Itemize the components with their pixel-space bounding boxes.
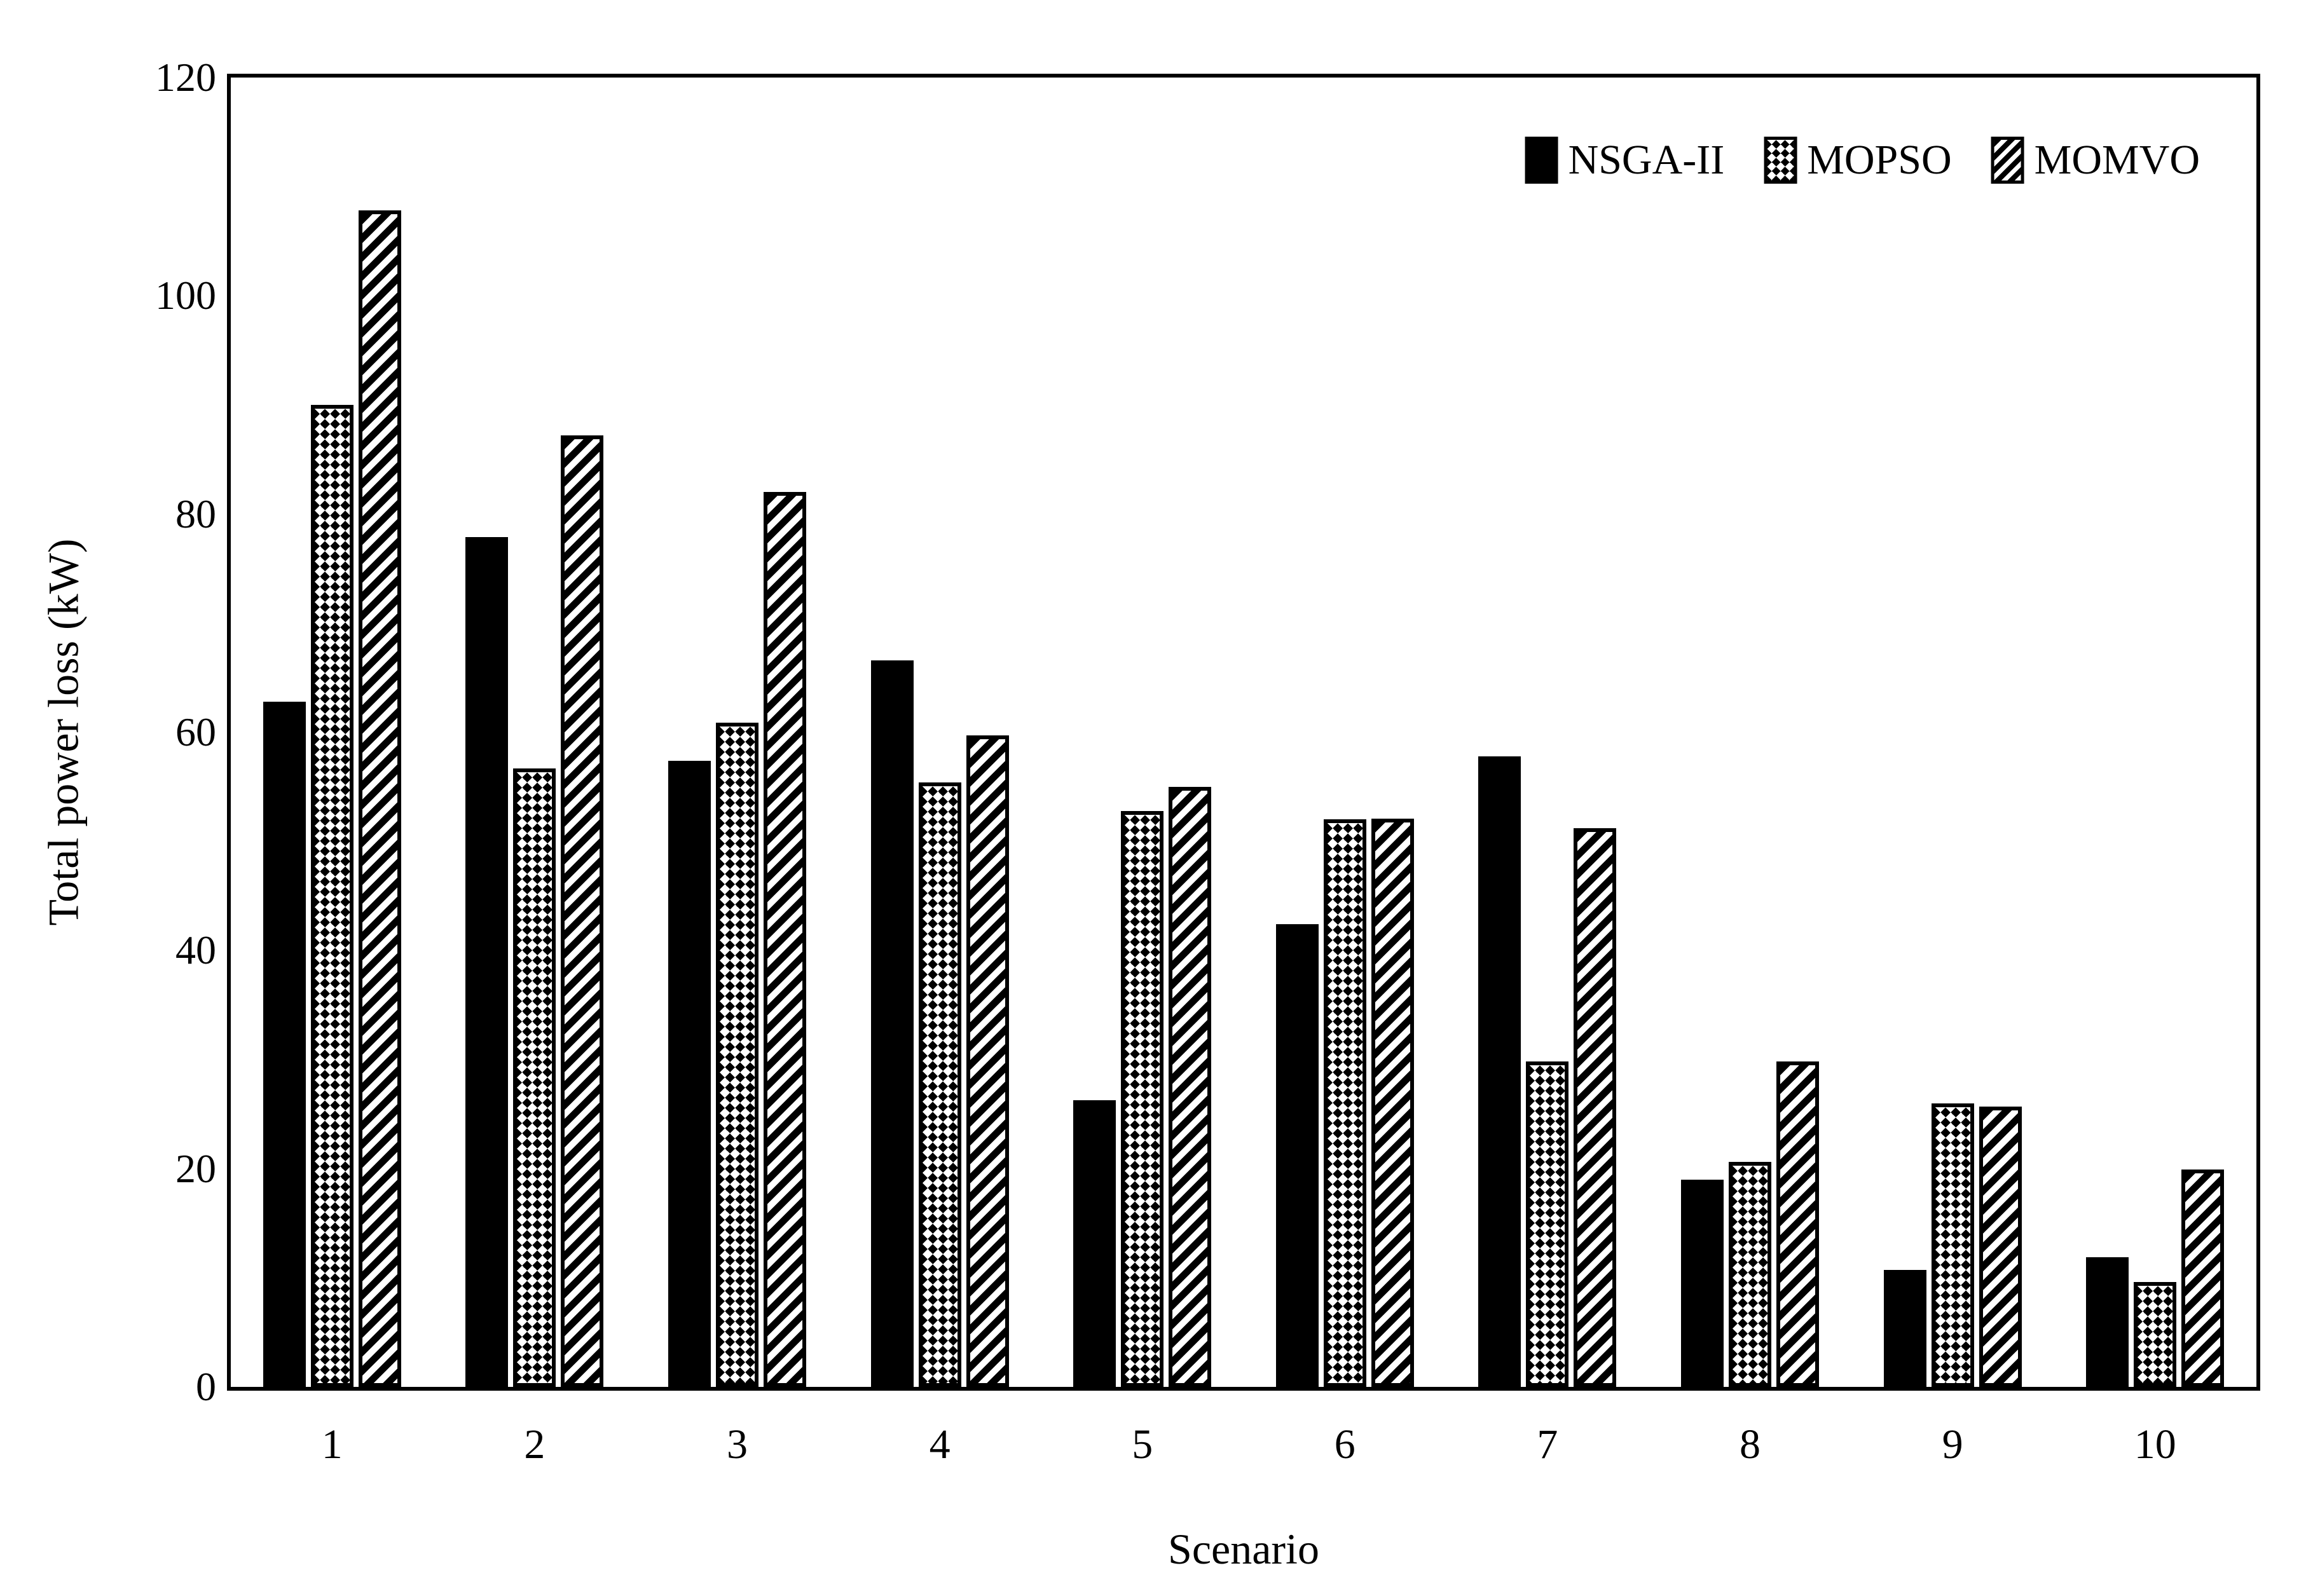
x-tick-label-10: 10	[2134, 1421, 2176, 1468]
bar-nsga-ii-scenario-3	[668, 761, 711, 1387]
bar-mopso-scenario-8	[1729, 1162, 1771, 1387]
bar-momvo-scenario-8	[1776, 1061, 1819, 1387]
bar-nsga-ii-scenario-2	[465, 537, 508, 1387]
legend-item-nsga-ii: NSGA-II	[1525, 137, 1725, 184]
legend: NSGA-II MOPSO MOMVO	[1525, 137, 2200, 184]
x-tick-label-5: 5	[1132, 1421, 1153, 1468]
bar-momvo-scenario-7	[1574, 828, 1616, 1387]
y-tick-label-0: 0	[196, 1364, 216, 1409]
bar-momvo-scenario-1	[359, 210, 401, 1387]
bar-mopso-scenario-10	[2134, 1282, 2176, 1387]
bar-momvo-scenario-2	[561, 435, 603, 1387]
bar-nsga-ii-scenario-4	[871, 660, 914, 1387]
bar-momvo-scenario-6	[1371, 819, 1414, 1387]
y-tick-label-100: 100	[155, 273, 216, 318]
x-tick-label-4: 4	[929, 1421, 951, 1468]
nsga-ii-pattern-swatch-icon	[1525, 137, 1558, 184]
legend-label-mopso: MOPSO	[1807, 137, 1952, 183]
bar-momvo-scenario-4	[966, 735, 1009, 1387]
x-tick-label-8: 8	[1740, 1421, 1760, 1468]
bar-nsga-ii-scenario-1	[263, 702, 306, 1387]
bar-nsga-ii-scenario-8	[1681, 1180, 1724, 1387]
bar-momvo-scenario-10	[2181, 1170, 2224, 1387]
momvo-pattern-swatch-icon	[1991, 137, 2024, 184]
bar-nsga-ii-scenario-9	[1884, 1270, 1926, 1387]
bar-mopso-scenario-9	[1932, 1103, 1974, 1387]
bar-nsga-ii-scenario-10	[2086, 1257, 2129, 1387]
bar-nsga-ii-scenario-6	[1276, 924, 1319, 1387]
y-tick-label-40: 40	[175, 927, 216, 973]
bar-mopso-scenario-7	[1526, 1061, 1568, 1387]
bar-momvo-scenario-5	[1169, 787, 1211, 1387]
bar-mopso-scenario-1	[311, 405, 353, 1387]
bar-mopso-scenario-3	[716, 723, 758, 1387]
x-tick-label-7: 7	[1537, 1421, 1558, 1468]
bar-mopso-scenario-5	[1121, 811, 1163, 1387]
bar-mopso-scenario-2	[513, 768, 556, 1387]
bar-momvo-scenario-3	[764, 492, 806, 1387]
legend-item-momvo: MOMVO	[1991, 137, 2200, 184]
bar-nsga-ii-scenario-5	[1073, 1100, 1116, 1387]
mopso-pattern-swatch-icon	[1764, 137, 1797, 184]
bar-momvo-scenario-9	[1979, 1107, 2022, 1387]
x-tick-label-2: 2	[524, 1421, 546, 1468]
legend-item-mopso: MOPSO	[1764, 137, 1952, 184]
legend-label-momvo: MOMVO	[2034, 137, 2200, 183]
x-axis-title: Scenario	[1168, 1525, 1319, 1573]
y-tick-label-120: 120	[155, 55, 216, 100]
y-tick-label-60: 60	[175, 709, 216, 754]
bar-nsga-ii-scenario-7	[1478, 756, 1521, 1387]
x-tick-label-1: 1	[321, 1421, 343, 1468]
x-tick-label-6: 6	[1334, 1421, 1356, 1468]
bar-mopso-scenario-6	[1324, 819, 1366, 1387]
bar-mopso-scenario-4	[919, 782, 961, 1387]
y-tick-label-80: 80	[175, 491, 216, 536]
x-tick-label-3: 3	[727, 1421, 748, 1468]
legend-label-nsga-ii: NSGA-II	[1568, 137, 1725, 183]
x-tick-label-9: 9	[1942, 1421, 1963, 1468]
y-tick-label-20: 20	[175, 1145, 216, 1191]
